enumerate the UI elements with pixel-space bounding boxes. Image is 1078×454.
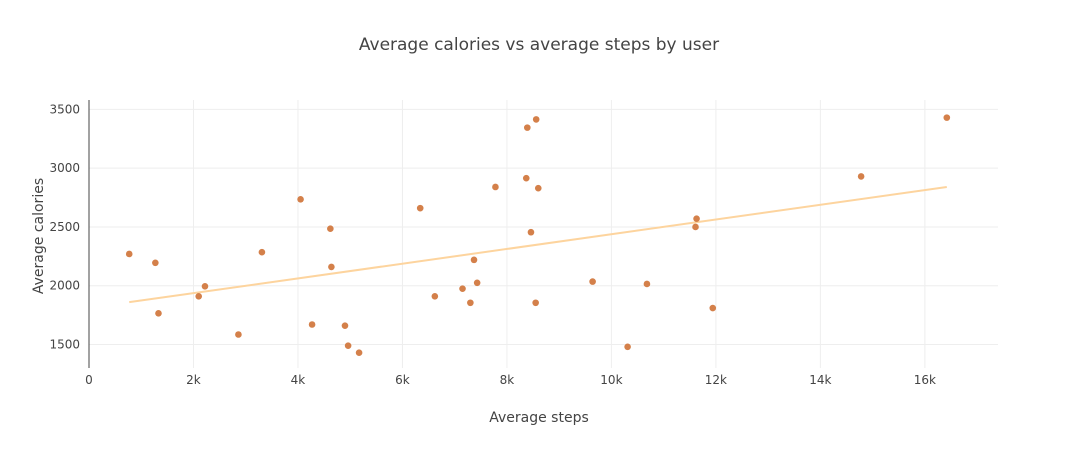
x-tick-label: 16k [914,373,936,387]
trendline-group [129,185,947,304]
scatter-point[interactable] [527,228,535,236]
x-axis-label: Average steps [489,410,589,426]
scatter-point[interactable] [327,225,334,233]
scatter-point[interactable] [431,292,439,300]
x-axis-tick-labels: 0 2k 4k 6k 8k 10k 12k 14k 16k [85,373,936,387]
scatter-point[interactable] [416,204,424,212]
scatter-point[interactable] [522,174,530,182]
y-tick-label: 3000 [49,161,80,175]
scatter-point[interactable] [467,299,474,307]
x-tick-label: 4k [291,373,306,387]
scatter-point[interactable] [328,263,335,271]
scatter-point[interactable] [258,248,266,256]
scatter-point[interactable] [195,292,203,300]
scatter-point[interactable] [589,278,596,285]
scatter-point[interactable] [308,321,316,328]
x-tick-label: 8k [500,373,515,387]
scatter-point[interactable] [624,343,631,351]
scatter-point[interactable] [473,279,481,287]
scatter-point[interactable] [355,349,363,357]
x-tick-label: 14k [809,373,831,387]
scatter-point[interactable] [524,124,531,131]
scatter-point[interactable] [534,184,542,192]
scatter-point[interactable] [152,259,159,267]
scatter-points [125,114,951,357]
y-axis-tick-labels: 1500 2000 2500 3000 3500 [49,102,80,351]
scatter-point[interactable] [532,299,539,307]
scatter-point[interactable] [341,322,349,329]
scatter-point[interactable] [344,342,352,349]
grid-lines [89,100,998,368]
scatter-point[interactable] [201,283,209,290]
scatter-point[interactable] [943,114,951,121]
scatter-point[interactable] [155,310,162,317]
y-tick-label: 2500 [49,220,80,234]
x-tick-label: 0 [85,373,93,387]
trendline [129,185,947,304]
scatter-point[interactable] [532,116,540,123]
scatter-point[interactable] [459,285,466,292]
chart-title: Average calories vs average steps by use… [359,35,719,55]
x-tick-label: 2k [186,373,201,387]
scatter-point[interactable] [643,280,651,288]
x-tick-label: 6k [395,373,410,387]
scatter-point[interactable] [709,304,717,312]
scatter-point[interactable] [857,173,865,180]
scatter-point[interactable] [693,215,700,223]
x-tick-label: 12k [705,373,727,387]
scatter-point[interactable] [125,250,133,258]
y-axis-label: Average calories [31,178,47,294]
scatter-point[interactable] [297,196,304,203]
scatter-point[interactable] [470,256,478,264]
y-tick-label: 2000 [49,279,80,293]
x-tick-label: 10k [600,373,622,387]
scatter-point[interactable] [692,223,699,231]
scatter-point[interactable] [235,331,242,338]
y-tick-label: 3500 [49,102,80,116]
scatter-point[interactable] [492,183,499,191]
y-tick-label: 1500 [49,337,80,351]
